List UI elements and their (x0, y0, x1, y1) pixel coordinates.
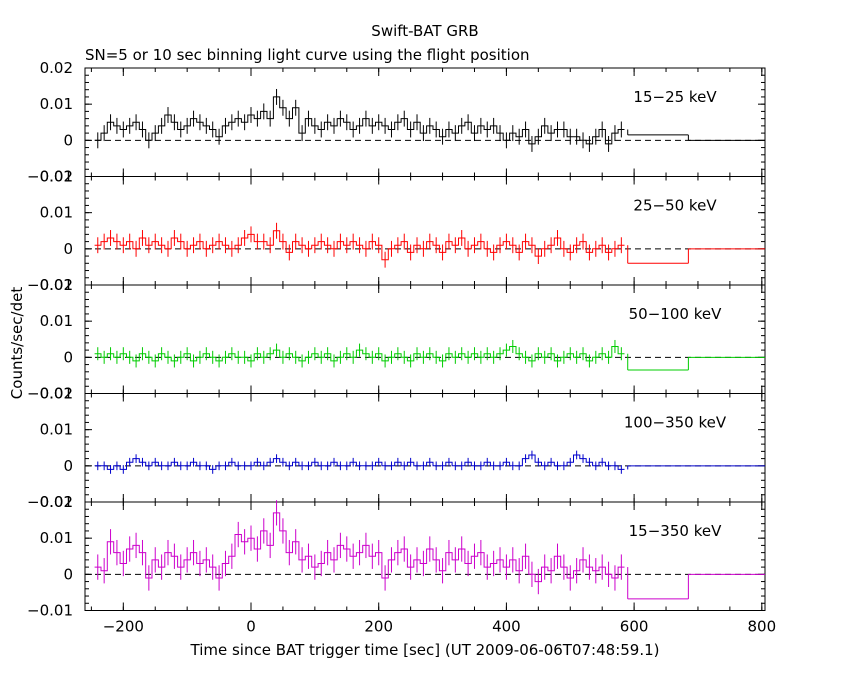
panel-4: −0.01 0 0.01 0.02 15−350 keV (27, 493, 766, 620)
y-tick-label: 0.01 (40, 95, 73, 113)
panel-frame (84, 284, 766, 394)
panel-0: −0.01 0 0.01 0.02 15−25 keV (27, 59, 766, 186)
chart-subtitle: SN=5 or 10 sec binning light curve using… (85, 46, 530, 64)
band-label: 15−350 keV (629, 522, 722, 540)
y-tick-label: 0.02 (40, 276, 73, 294)
y-tick-label: 0 (63, 131, 73, 149)
y-tick-label: 0.02 (40, 493, 73, 511)
y-tick-label: −0.01 (27, 602, 73, 620)
series-step-line (94, 346, 625, 362)
band-label: 100−350 keV (624, 414, 727, 432)
series-step-line (94, 230, 625, 261)
y-tick-label: −0.01 (27, 168, 73, 186)
panel-frame (84, 176, 766, 286)
x-tick-label: 0 (246, 618, 256, 636)
y-tick-label: −0.01 (27, 276, 73, 294)
y-tick-label: 0.01 (40, 312, 73, 330)
panel-3: −0.01 0 0.01 0.02 100−350 keV (27, 385, 766, 511)
y-tick-label: 0 (63, 565, 73, 583)
y-tick-label: 0 (63, 457, 73, 475)
series-step-line (94, 96, 625, 145)
y-tick-label: 0.02 (40, 168, 73, 186)
x-tick-label: 600 (620, 618, 649, 636)
x-tick-label: 200 (364, 618, 393, 636)
band-label: 15−25 keV (633, 88, 717, 106)
y-tick-label: 0 (63, 240, 73, 258)
panel-2: −0.01 0 0.01 0.02 50−100 keV (27, 276, 766, 403)
panel-1: −0.01 0 0.01 0.02 25−50 keV (27, 168, 766, 294)
panel-frame (84, 393, 766, 503)
y-tick-label: 0.01 (40, 529, 73, 547)
y-tick-label: 0.01 (40, 204, 73, 222)
panels-group: −0.01 0 0.01 0.02 15−25 keV −0.01 0 0.01 0.02 25−… (27, 59, 776, 636)
y-tick-label: −0.01 (27, 385, 73, 403)
y-tick-label: −0.01 (27, 493, 73, 511)
x-tick-label: −200 (103, 618, 144, 636)
y-tick-label: 0.01 (40, 421, 73, 439)
x-axis-label: Time since BAT trigger time [sec] (UT 20… (190, 641, 660, 659)
x-tick-label: 800 (747, 618, 776, 636)
y-tick-label: 0.02 (40, 385, 73, 403)
band-label: 25−50 keV (633, 197, 717, 215)
y-tick-label: 0.02 (40, 59, 73, 77)
x-tick-label: 400 (492, 618, 521, 636)
panel-frame (84, 501, 766, 611)
y-tick-label: 0 (63, 348, 73, 366)
series-step-line (94, 454, 625, 470)
chart-title: Swift-BAT GRB (371, 22, 478, 40)
y-axis-label: Counts/sec/det (8, 287, 26, 400)
band-label: 50−100 keV (629, 305, 722, 323)
